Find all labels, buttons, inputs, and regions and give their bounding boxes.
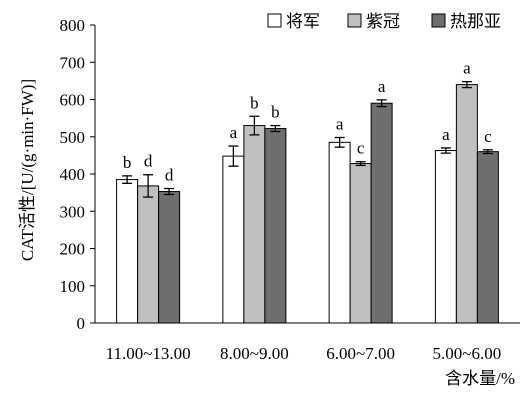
significance-label: b [123,153,132,172]
y-tick-label: 300 [60,202,86,221]
significance-label: d [165,166,174,185]
x-tick-label: 8.00~9.00 [220,344,289,363]
y-tick-label: 700 [60,53,86,72]
bar [264,128,287,324]
x-axis: 11.00~13.00 8.00~9.00 6.00~7.00 5.00~6.00 [95,322,520,363]
bar [137,185,160,324]
significance-label: c [357,139,365,158]
legend-label: 紫冠 [366,12,400,31]
bar [328,141,351,324]
y-tick-label: 800 [60,16,86,35]
x-tick-label: 5.00~6.00 [433,344,502,363]
legend-label: 热那亚 [450,12,501,31]
significance-label: a [378,77,386,96]
significance-label: a [442,125,450,144]
significance-label: a [336,114,344,133]
x-axis-title: 含水量/% [445,369,515,388]
bar [222,155,245,324]
significance-label: d [144,152,153,171]
bar [349,163,372,324]
y-tick-label: 500 [60,128,86,147]
bar [434,150,457,324]
significance-label: c [484,127,492,146]
legend: 将军 紫冠 热那亚 [267,12,501,31]
significance-label: b [250,93,259,112]
x-tick-label: 6.00~7.00 [326,344,395,363]
bar [116,179,139,324]
bar [455,84,478,324]
x-tick-label: 11.00~13.00 [106,344,191,363]
y-tick-label: 0 [77,314,86,333]
y-tick-label: 600 [60,91,86,110]
bar [158,191,181,324]
y-axis: 0 100 200 300 400 500 600 700 800 [60,16,96,333]
y-tick-label: 200 [60,240,86,259]
significance-label: b [271,103,280,122]
bar [476,151,499,324]
significance-label: a [463,59,471,78]
legend-label: 将军 [286,12,320,31]
legend-swatch [431,13,446,28]
legend-swatch [347,13,362,28]
y-axis-title: CAT活性/[U/(g·min·FW)] [18,79,37,261]
y-tick-label: 100 [60,277,86,296]
legend-swatch [267,13,282,28]
bar [370,102,393,324]
significance-label: a [230,123,238,142]
y-tick-label: 400 [60,165,86,184]
bar [243,125,266,324]
